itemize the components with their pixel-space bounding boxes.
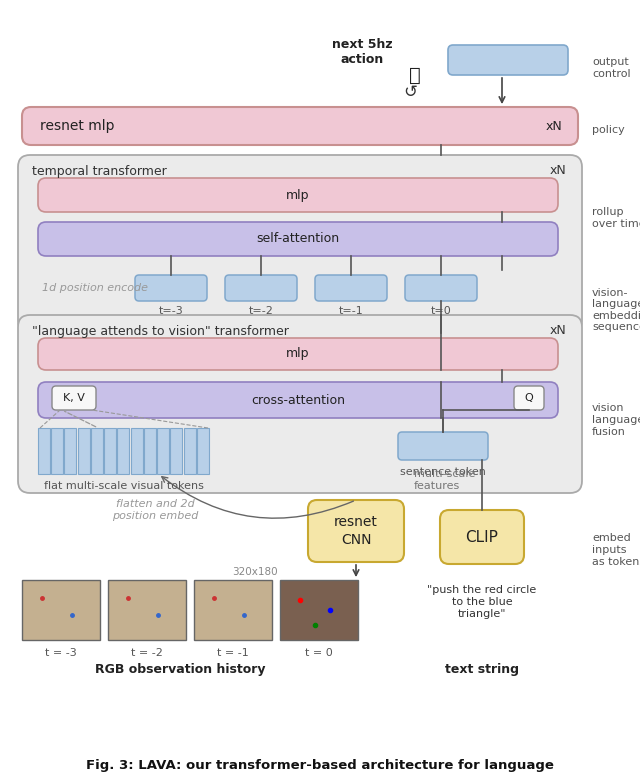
- Text: t=-1: t=-1: [339, 306, 364, 316]
- Text: policy: policy: [592, 125, 625, 135]
- Bar: [91, 428, 103, 474]
- Text: embed
inputs
as tokens: embed inputs as tokens: [592, 533, 640, 567]
- Text: K, V: K, V: [63, 393, 85, 403]
- Text: 320x180: 320x180: [232, 567, 278, 577]
- Bar: [170, 428, 182, 474]
- Text: ↺: ↺: [403, 83, 417, 101]
- Text: flatten and 2d
position embed: flatten and 2d position embed: [112, 500, 198, 521]
- Bar: [38, 428, 50, 474]
- Text: vision-
language
embedding
sequence: vision- language embedding sequence: [592, 287, 640, 333]
- Text: xN: xN: [545, 120, 562, 132]
- Text: 1d position encode: 1d position encode: [42, 283, 148, 293]
- Text: flat multi-scale visual tokens: flat multi-scale visual tokens: [44, 481, 204, 491]
- Bar: [280, 580, 358, 640]
- Text: xN: xN: [549, 324, 566, 337]
- FancyBboxPatch shape: [38, 222, 558, 256]
- Text: "push the red circle
to the blue
triangle": "push the red circle to the blue triangl…: [428, 586, 536, 619]
- Text: resnet: resnet: [334, 515, 378, 529]
- Text: text string: text string: [445, 663, 519, 677]
- Text: sentence token: sentence token: [400, 467, 486, 477]
- Text: CNN: CNN: [340, 533, 371, 547]
- Text: resnet mlp: resnet mlp: [40, 119, 115, 133]
- Text: t=-3: t=-3: [159, 306, 184, 316]
- Bar: [104, 428, 116, 474]
- Text: RGB observation history: RGB observation history: [95, 663, 265, 677]
- Text: t = -1: t = -1: [217, 648, 249, 658]
- Text: Fig. 3: LAVA: our transformer-based architecture for language: Fig. 3: LAVA: our transformer-based arch…: [86, 759, 554, 771]
- Bar: [108, 580, 186, 640]
- Bar: [51, 428, 63, 474]
- FancyBboxPatch shape: [18, 155, 582, 333]
- Bar: [157, 428, 169, 474]
- Bar: [117, 428, 129, 474]
- FancyBboxPatch shape: [22, 107, 578, 145]
- Text: t=-2: t=-2: [248, 306, 273, 316]
- Text: CLIP: CLIP: [465, 529, 499, 544]
- Text: output
control: output control: [592, 57, 630, 79]
- FancyBboxPatch shape: [18, 315, 582, 493]
- Bar: [65, 428, 77, 474]
- Text: self-attention: self-attention: [257, 233, 340, 246]
- Text: t = -2: t = -2: [131, 648, 163, 658]
- FancyBboxPatch shape: [38, 338, 558, 370]
- Text: rollup
over time: rollup over time: [592, 207, 640, 229]
- Text: temporal transformer: temporal transformer: [32, 164, 167, 178]
- FancyBboxPatch shape: [308, 500, 404, 562]
- FancyBboxPatch shape: [38, 382, 558, 418]
- Text: cross-attention: cross-attention: [251, 394, 345, 406]
- Text: multi-scale
features: multi-scale features: [414, 469, 476, 491]
- Text: Q: Q: [525, 393, 533, 403]
- Text: t = 0: t = 0: [305, 648, 333, 658]
- FancyBboxPatch shape: [52, 386, 96, 410]
- Text: mlp: mlp: [286, 348, 310, 360]
- FancyBboxPatch shape: [440, 510, 524, 564]
- Text: t = -3: t = -3: [45, 648, 77, 658]
- Text: vision
language
fusion: vision language fusion: [592, 403, 640, 437]
- Text: xN: xN: [549, 164, 566, 178]
- FancyBboxPatch shape: [315, 275, 387, 301]
- FancyBboxPatch shape: [405, 275, 477, 301]
- FancyBboxPatch shape: [225, 275, 297, 301]
- FancyBboxPatch shape: [135, 275, 207, 301]
- Text: "language attends to vision" transformer: "language attends to vision" transformer: [32, 324, 289, 337]
- Text: next 5hz
action: next 5hz action: [332, 38, 392, 66]
- FancyBboxPatch shape: [448, 45, 568, 75]
- FancyBboxPatch shape: [398, 432, 488, 460]
- Bar: [144, 428, 156, 474]
- Bar: [22, 580, 100, 640]
- Text: mlp: mlp: [286, 189, 310, 201]
- Bar: [131, 428, 143, 474]
- Bar: [77, 428, 90, 474]
- FancyBboxPatch shape: [514, 386, 544, 410]
- Text: 🤖: 🤖: [409, 66, 421, 85]
- Bar: [196, 428, 209, 474]
- FancyBboxPatch shape: [38, 178, 558, 212]
- Bar: [194, 580, 272, 640]
- Bar: [184, 428, 196, 474]
- Text: t=0: t=0: [431, 306, 451, 316]
